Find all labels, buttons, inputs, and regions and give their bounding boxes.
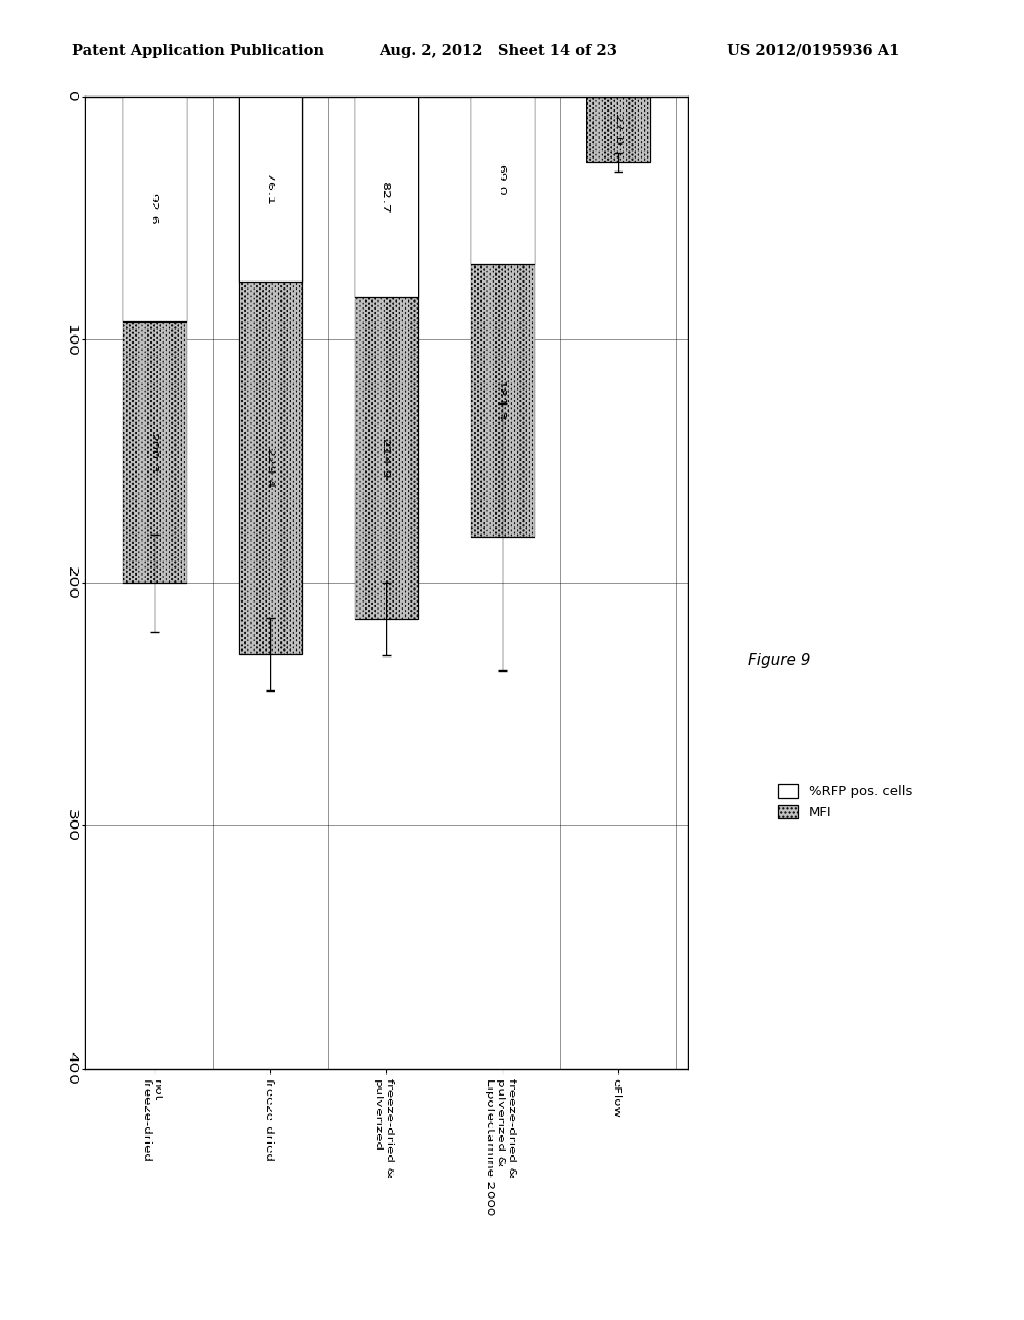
Legend: %RFP pos. cells, MFI: %RFP pos. cells, MFI bbox=[778, 784, 912, 820]
Text: Patent Application Publication: Patent Application Publication bbox=[72, 44, 324, 58]
Text: Aug. 2, 2012   Sheet 14 of 23: Aug. 2, 2012 Sheet 14 of 23 bbox=[379, 44, 616, 58]
Text: US 2012/0195936 A1: US 2012/0195936 A1 bbox=[727, 44, 899, 58]
Text: Figure 9: Figure 9 bbox=[748, 652, 810, 668]
